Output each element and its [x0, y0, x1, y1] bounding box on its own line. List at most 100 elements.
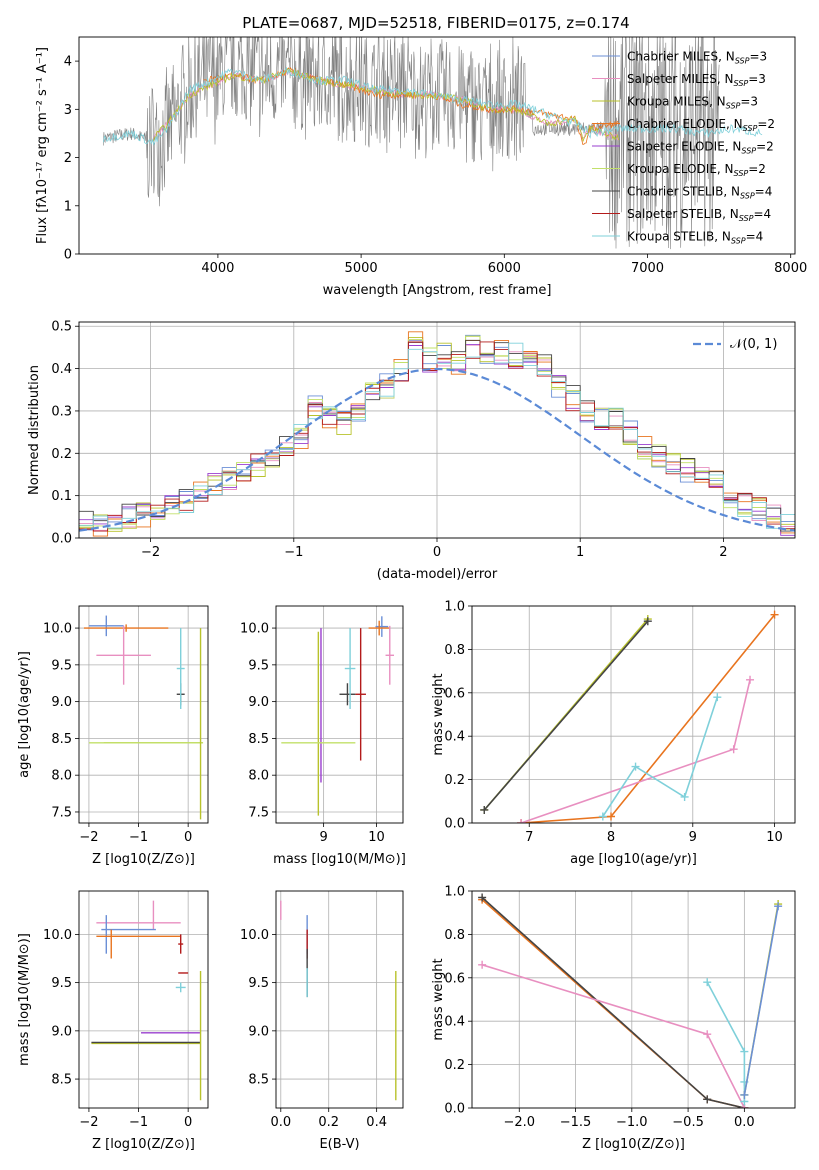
series-marker — [770, 610, 779, 619]
series-marker — [680, 792, 689, 801]
x-tick-label: 0.4 — [366, 1115, 387, 1130]
y-tick-label: 10.0 — [240, 928, 269, 943]
x-tick-label: 6000 — [488, 261, 521, 276]
legend-suffix: =4 — [753, 207, 771, 221]
legend-suffix: =3 — [749, 50, 767, 64]
legend-entry: Chabrier ELODIE, NSSP=2 — [627, 117, 775, 133]
y-tick-label: 8.5 — [51, 1073, 72, 1088]
x-tick-label: 0 — [184, 1115, 192, 1130]
y-tick-label: 0.1 — [51, 489, 72, 504]
series-line — [521, 614, 776, 823]
age-vs-mass-plot-area — [281, 616, 395, 816]
series-marker — [703, 978, 712, 987]
mass-vs-ebv-plot-area — [280, 900, 397, 1101]
y-tick-label: 0.2 — [51, 447, 72, 462]
series-marker — [480, 805, 489, 814]
legend-sub: SSP — [739, 214, 754, 223]
legend-entry: Kroupa STELIB, NSSP=4 — [627, 230, 763, 246]
x-axis-label: wavelength [Angstrom, rest frame] — [323, 283, 552, 298]
y-tick-label: 8.5 — [248, 1073, 269, 1088]
series-line — [481, 899, 745, 1108]
x-tick-label: 7 — [525, 830, 533, 845]
y-tick-label: 10.0 — [43, 928, 72, 943]
y-axis-label: mass [log10(M/M⊙)] — [17, 933, 32, 1066]
y-tick-label: 9.5 — [248, 658, 269, 673]
y-tick-label: 9.0 — [51, 695, 72, 710]
y-tick-label: 7.5 — [248, 805, 269, 820]
gaussian-curve — [79, 367, 795, 532]
legend-text: Kroupa MILES, N — [627, 95, 726, 109]
axes-frame — [471, 890, 796, 1109]
y-axis-label: age [log10(age/yr)] — [17, 651, 32, 778]
series-line — [481, 896, 745, 1108]
legend-text: Kroupa ELODIE, N — [627, 162, 734, 176]
y-tick-label: 10.0 — [43, 622, 72, 637]
legend-text: Chabrier ELODIE, N — [627, 117, 743, 131]
mass-weight-vs-Z-plot-area — [478, 893, 783, 1108]
age-vs-mass-panel: 9 10 7.5 8.0 8.5 9.0 9.5 10.0 mass [log10(M/M⊙)] — [240, 605, 406, 867]
mass-vs-ebv-panel: 0.0 0.2 0.4 8.5 9.0 9.5 10.0 E(B-V) — [240, 890, 404, 1152]
legend-sub: SSP — [740, 192, 755, 201]
x-axis-label: (data-model)/error — [377, 567, 498, 582]
x-tick-label: −1.5 — [560, 1115, 592, 1130]
legend-text: Salpeter STELIB, N — [627, 207, 739, 221]
series-marker — [740, 1047, 749, 1056]
series-marker — [478, 960, 487, 969]
legend-sub: SSP — [741, 147, 756, 156]
figure-title: PLATE=0687, MJD=52518, FIBERID=0175, z=0… — [242, 14, 629, 32]
x-tick-label: −1 — [284, 545, 303, 560]
legend-suffix: =3 — [740, 95, 758, 109]
y-tick-label: 4 — [64, 55, 72, 70]
x-axis-label: Z [log10(Z/Z⊙)] — [92, 852, 195, 867]
spectrum-panel: 4000 5000 6000 7000 8000 0 1 2 3 4 wavelength [Ang… — [35, 36, 807, 298]
mass-vs-Z-plot-area — [91, 900, 202, 1101]
x-tick-label: 1 — [576, 545, 584, 560]
legend-entry: Salpeter MILES, NSSP=3 — [627, 72, 766, 88]
series-marker — [478, 893, 487, 902]
x-tick-label: 0 — [184, 830, 192, 845]
legend-sub: SSP — [731, 237, 746, 246]
series-marker — [703, 1030, 712, 1039]
legend-suffix: =2 — [757, 117, 775, 131]
legend-text: Chabrier MILES, N — [627, 50, 735, 64]
y-tick-label: 9.5 — [51, 658, 72, 673]
series-marker — [774, 902, 783, 911]
mass-weight-vs-age-plot-area — [480, 610, 779, 823]
series-line — [706, 981, 746, 1102]
y-tick-label: 3 — [64, 103, 72, 118]
x-tick-label: 4000 — [201, 261, 234, 276]
legend-entry: 𝒩(0, 1) — [730, 337, 777, 352]
observed-spectrum — [103, 37, 720, 250]
y-tick-label: 0.2 — [444, 1058, 465, 1073]
y-tick-label: 8.5 — [51, 732, 72, 747]
series-marker — [643, 617, 652, 626]
axes-frame — [78, 605, 209, 824]
legend-text: Salpeter MILES, N — [627, 72, 734, 86]
y-tick-label: 0.0 — [51, 532, 72, 547]
series-line — [743, 906, 779, 1096]
legend-entry: Chabrier STELIB, NSSP=4 — [627, 185, 772, 201]
y-tick-label: 8.5 — [248, 732, 269, 747]
series-marker — [703, 1095, 712, 1104]
y-tick-label: 0.6 — [444, 686, 465, 701]
y-tick-label: 0.4 — [444, 730, 465, 745]
legend-entry: Kroupa MILES, NSSP=3 — [627, 95, 758, 111]
x-tick-label: −1 — [129, 830, 148, 845]
x-tick-label: −1 — [129, 1115, 148, 1130]
y-tick-label: 1.0 — [444, 885, 465, 900]
age-vs-Z-panel: −2 −1 0 7.5 8.0 8.5 9.0 9.5 10.0 Z [log10(Z/Z⊙)] a… — [17, 605, 209, 867]
y-axis-label: Flux [fλ10⁻¹⁷ erg cm⁻² s⁻¹ A⁻¹] — [35, 47, 50, 244]
series-marker — [598, 812, 607, 821]
residual-plot-area — [79, 331, 795, 537]
legend-suffix: =3 — [748, 72, 766, 86]
x-axis-label: Z [log10(Z/Z⊙)] — [582, 1137, 685, 1152]
x-tick-label: 0.0 — [270, 1115, 291, 1130]
y-tick-label: 0.4 — [51, 362, 72, 377]
y-tick-label: 9.0 — [248, 695, 269, 710]
y-axis-label: Normed distribution — [27, 365, 42, 495]
axes-frame — [275, 890, 404, 1109]
series-line — [481, 964, 746, 1108]
legend-suffix: =4 — [755, 185, 773, 199]
